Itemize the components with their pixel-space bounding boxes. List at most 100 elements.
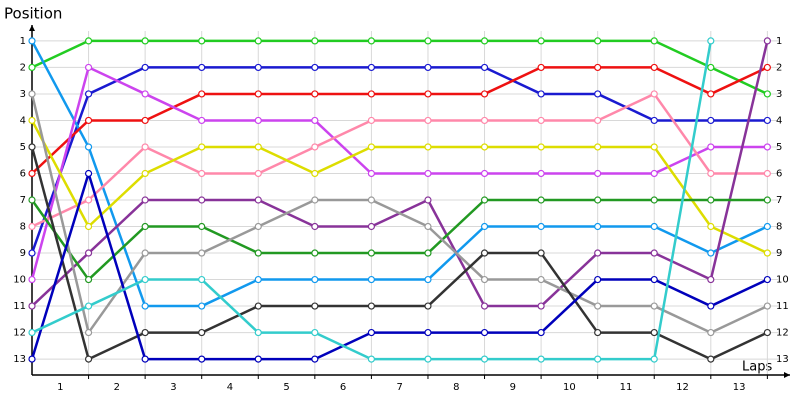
series-point (707, 196, 715, 204)
series-point (424, 169, 432, 178)
series-point (84, 222, 93, 231)
series-point (707, 222, 715, 231)
series-point (367, 63, 376, 72)
y-tick-label-right: 2 (776, 62, 782, 73)
series-point (650, 249, 658, 257)
series-point (311, 302, 319, 310)
series-point (84, 196, 93, 204)
series-point (424, 249, 432, 257)
series-point (763, 116, 771, 125)
series-point (141, 116, 149, 125)
series-point (480, 196, 489, 204)
y-axis-arrow (29, 25, 35, 31)
series-point (311, 328, 319, 337)
series-point (311, 37, 319, 45)
series-point (424, 302, 432, 310)
series-point (84, 302, 93, 310)
series-point (84, 37, 93, 45)
series-point (707, 116, 715, 125)
series-point (537, 222, 545, 231)
y-tick-label: 8 (20, 222, 26, 233)
series-point (424, 116, 432, 125)
series-point (84, 90, 93, 98)
series-point (254, 37, 262, 45)
y-tick-label: 4 (20, 115, 26, 126)
series-point (763, 90, 771, 98)
series-line (31, 66, 768, 175)
x-tick-label: 12 (676, 382, 689, 393)
series-point (707, 143, 715, 151)
y-tick-label-right: 7 (776, 195, 782, 206)
series-point (424, 63, 432, 72)
series-point (28, 116, 36, 125)
series-point (28, 143, 36, 151)
series-point (141, 169, 149, 178)
series-line (30, 93, 768, 334)
series-point (480, 143, 489, 151)
series-point (254, 196, 262, 204)
series-point (28, 222, 36, 231)
series-point (198, 37, 206, 45)
series-point (28, 302, 36, 310)
series-point (594, 90, 602, 98)
series-point (311, 275, 319, 284)
series-line (30, 146, 768, 361)
series-point (198, 328, 206, 337)
series-point (254, 249, 262, 257)
x-tick-label: 5 (283, 382, 289, 393)
x-tick-label: 2 (114, 382, 120, 393)
series-point (537, 355, 545, 363)
series-point (650, 63, 658, 72)
series-point (763, 196, 771, 204)
series-point (141, 90, 149, 98)
series-point (594, 222, 602, 231)
series-point (28, 196, 36, 204)
series-point (707, 249, 715, 257)
series-point (198, 90, 206, 98)
x-tick-label: 8 (453, 382, 459, 393)
series-point (198, 222, 206, 231)
y-tick-label: 9 (20, 248, 26, 259)
series-point (141, 143, 149, 151)
series-point (650, 302, 658, 310)
series-point (424, 275, 432, 284)
series-point (480, 90, 489, 98)
series-point (707, 328, 715, 337)
x-tick-label: 9 (510, 382, 516, 393)
series-point (537, 275, 545, 284)
series-point (594, 302, 602, 310)
series-point (763, 63, 771, 72)
series-point (198, 196, 206, 204)
series-point (198, 169, 206, 178)
series-point (254, 328, 262, 337)
series-point (198, 63, 206, 72)
series-point (424, 196, 432, 204)
series-point (367, 275, 376, 284)
series-point (763, 222, 771, 231)
series-point (480, 63, 489, 72)
series-point (367, 328, 376, 337)
series-point (141, 196, 149, 204)
y-tick-label-right: 12 (776, 328, 789, 339)
series-point (650, 275, 658, 284)
series-point (141, 302, 149, 310)
series-line (30, 66, 768, 254)
series-point (254, 116, 262, 125)
series-point (480, 355, 489, 363)
series-line (30, 172, 768, 361)
series-point (254, 355, 262, 363)
series-point (198, 249, 206, 257)
y-tick-label-right: 10 (776, 275, 789, 286)
series-point (763, 169, 771, 178)
series-point (28, 328, 36, 337)
series-point (650, 143, 658, 151)
chart-title: Position (4, 5, 62, 23)
y-tick-label-right: 9 (776, 248, 782, 259)
series-point (594, 37, 602, 45)
y-tick-label: 6 (20, 168, 26, 179)
series-point (367, 302, 376, 310)
series-point (28, 37, 36, 45)
x-tick-label: 10 (563, 382, 576, 393)
series-point (537, 302, 545, 310)
series-point (763, 302, 771, 310)
